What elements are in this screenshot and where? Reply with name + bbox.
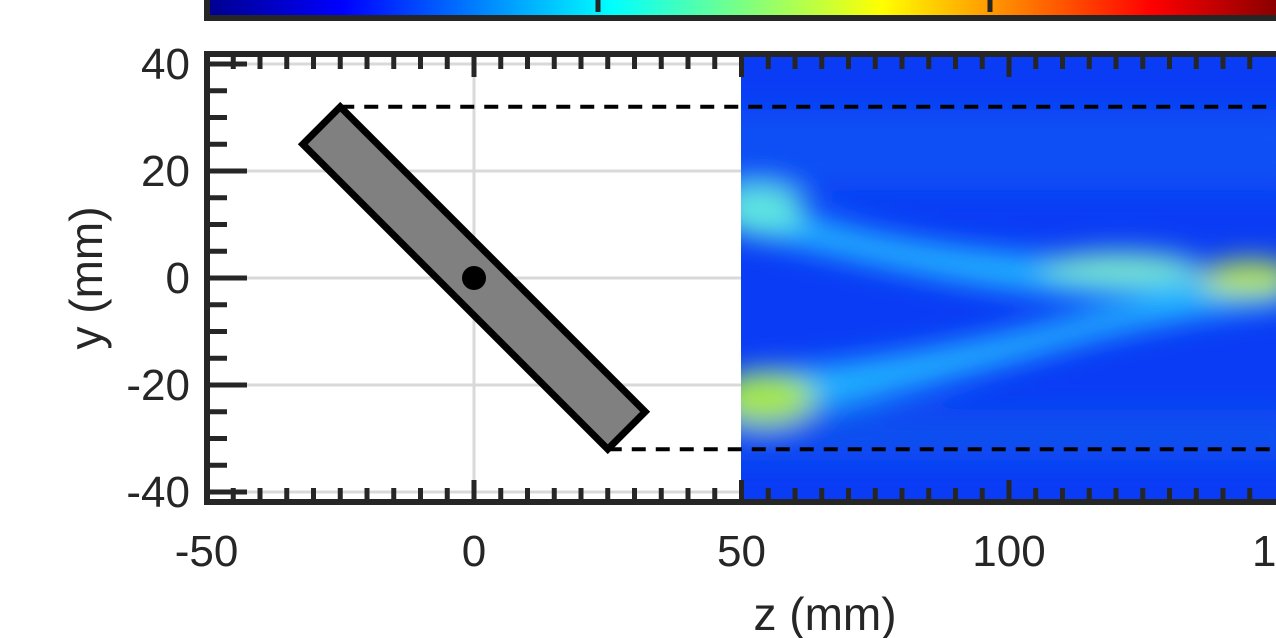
- y-tick-label: 20: [141, 147, 190, 196]
- x-tick-label: 100: [972, 527, 1045, 576]
- center-point: [462, 266, 486, 290]
- x-tick-label: 50: [717, 527, 766, 576]
- plate: [297, 101, 651, 455]
- heatmap-band: [741, 283, 1276, 420]
- x-tick-label: -50: [175, 527, 239, 576]
- heatmap: [741, 57, 1276, 502]
- y-axis-title: y (mm): [60, 206, 112, 349]
- x-tick-label: 0: [462, 527, 486, 576]
- y-tick-label: 0: [166, 254, 190, 303]
- dashed-lines: [340, 104, 1276, 452]
- y-tick-labels: 40 20 0 -20 -40: [126, 40, 190, 517]
- heatmap-hotspot: [1040, 252, 1200, 284]
- heatmap-band: [741, 110, 1276, 190]
- x-tick-label: 15: [1252, 527, 1276, 576]
- x-tick-labels: -50 0 50 100 15: [175, 527, 1276, 576]
- y-tick-label: 40: [141, 40, 190, 89]
- y-tick-label: -40: [126, 468, 190, 517]
- heatmap-hotspot: [741, 372, 815, 424]
- heatmap-hotspot: [1200, 260, 1276, 296]
- heatmap-band: [741, 410, 1276, 460]
- y-tick-label: -20: [126, 361, 190, 410]
- heatmap-hotspot: [741, 185, 805, 235]
- colorbar: [204, 0, 1276, 21]
- x-axis-title: z (mm): [753, 588, 896, 638]
